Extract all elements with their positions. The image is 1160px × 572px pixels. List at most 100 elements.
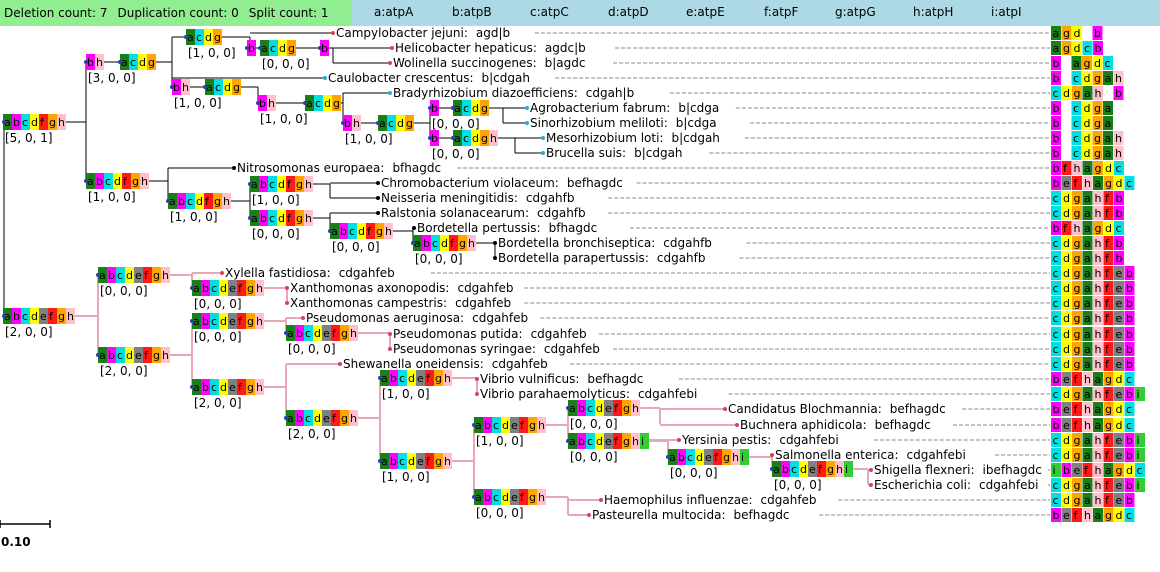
gene-box — [210, 313, 219, 329]
gene-letter: h — [1074, 162, 1081, 175]
gene-letter: a — [1105, 464, 1112, 477]
gene-box — [1051, 372, 1061, 386]
gene-letter: f — [1105, 358, 1110, 371]
gene-box — [474, 417, 483, 433]
gene-letter: a — [1095, 177, 1102, 190]
gene-letter: h — [836, 463, 843, 476]
internal-node — [245, 46, 249, 50]
gene-box — [222, 193, 231, 209]
gene-letter: g — [481, 102, 488, 115]
gene-letter: d — [1063, 343, 1070, 356]
gene-letter: c — [1073, 147, 1079, 160]
gene-box — [331, 325, 340, 341]
leaf-label: Agrobacterium fabrum: b|cdga — [530, 101, 719, 115]
gene-letter: c — [1116, 222, 1122, 235]
gene-letter: f — [144, 349, 149, 362]
leaf-label: Pseudomonas syringae: cdgahfeb — [393, 342, 600, 356]
gene-legend-e: e:atpE — [686, 5, 725, 19]
gene-letter: f — [332, 327, 337, 340]
gene-letter: a — [1084, 312, 1091, 325]
gene-box — [1082, 116, 1092, 130]
gene-letter: g — [49, 116, 56, 129]
gene-letter: f — [614, 402, 619, 415]
gene-box — [228, 280, 237, 296]
gene-letter: c — [1126, 403, 1132, 416]
gene-letter: d — [1063, 282, 1070, 295]
gene-box — [1103, 281, 1114, 295]
gene-letter: a — [1053, 42, 1060, 55]
node-counts-n7: [0, 0, 0] — [432, 117, 480, 131]
gene-box — [95, 54, 104, 70]
gene-letter: d — [596, 435, 603, 448]
gene-box — [1082, 418, 1093, 432]
gene-letter: h — [162, 269, 169, 282]
gene-letter: h — [268, 97, 275, 110]
leaf-node — [525, 121, 529, 125]
gene-letter: g — [1063, 42, 1070, 55]
gene-box — [1124, 296, 1135, 310]
gene-box — [835, 461, 844, 477]
gene-box — [1103, 116, 1113, 130]
gene-box — [286, 176, 295, 192]
gene-box — [1114, 372, 1124, 386]
gene-box — [1114, 448, 1124, 462]
gene-box — [1092, 131, 1103, 145]
gene-letter: g — [1094, 147, 1101, 160]
gene-box — [286, 210, 295, 226]
gene-letter: b — [108, 349, 115, 362]
gene-box — [501, 489, 510, 505]
gene-box — [237, 313, 246, 329]
gene-box — [237, 280, 246, 296]
duplication-count: Duplication count: 0 — [117, 6, 239, 20]
gene-letter: h — [141, 175, 148, 188]
gene-letter: a — [251, 212, 258, 225]
gene-box — [1114, 266, 1124, 280]
gene-box — [1061, 161, 1072, 175]
gene-box — [1093, 221, 1103, 235]
gene-letter: f — [123, 175, 128, 188]
gene-letter: d — [278, 178, 285, 191]
gene-box — [1061, 281, 1072, 295]
gene-box — [304, 210, 313, 226]
gene-box — [1114, 342, 1124, 356]
leaf-label: Bradyrhizobium diazoefficiens: cdgah|b — [393, 86, 634, 100]
gene-letter: h — [1095, 328, 1102, 341]
leaf-node — [541, 151, 545, 155]
gene-box — [192, 313, 201, 329]
gene-box — [147, 54, 156, 70]
gene-box — [1124, 493, 1135, 507]
gene-letter: a — [669, 451, 676, 464]
gene-letter: a — [169, 195, 176, 208]
gene-letter: h — [732, 451, 739, 464]
gene-letter: a — [1095, 403, 1102, 416]
gene-box — [1103, 387, 1114, 401]
gene-box — [1124, 176, 1135, 190]
gene-letter: h — [444, 372, 451, 385]
gene-letter: g — [1105, 177, 1112, 190]
internal-node — [84, 179, 88, 183]
gene-letter: d — [1126, 464, 1133, 477]
internal-node — [170, 85, 174, 89]
gene-box — [1114, 206, 1124, 220]
gene-box — [168, 193, 177, 209]
gene-letter: h — [1095, 282, 1102, 295]
gene-letter: b — [1053, 222, 1060, 235]
gene-box — [57, 308, 66, 324]
gene-box — [1061, 266, 1072, 280]
gene-letter: e — [229, 381, 236, 394]
internal-node — [451, 106, 455, 110]
gene-letter: g — [1116, 464, 1123, 477]
gene-box — [1051, 131, 1061, 145]
gene-letter: d — [1063, 192, 1070, 205]
gene-letter: e — [323, 327, 330, 340]
gene-letter: h — [353, 117, 360, 130]
gene-letter: a — [454, 102, 461, 115]
gene-box — [1093, 176, 1103, 190]
gene-letter: f — [144, 269, 149, 282]
gene-box — [1072, 478, 1082, 492]
gene-box — [704, 449, 713, 465]
